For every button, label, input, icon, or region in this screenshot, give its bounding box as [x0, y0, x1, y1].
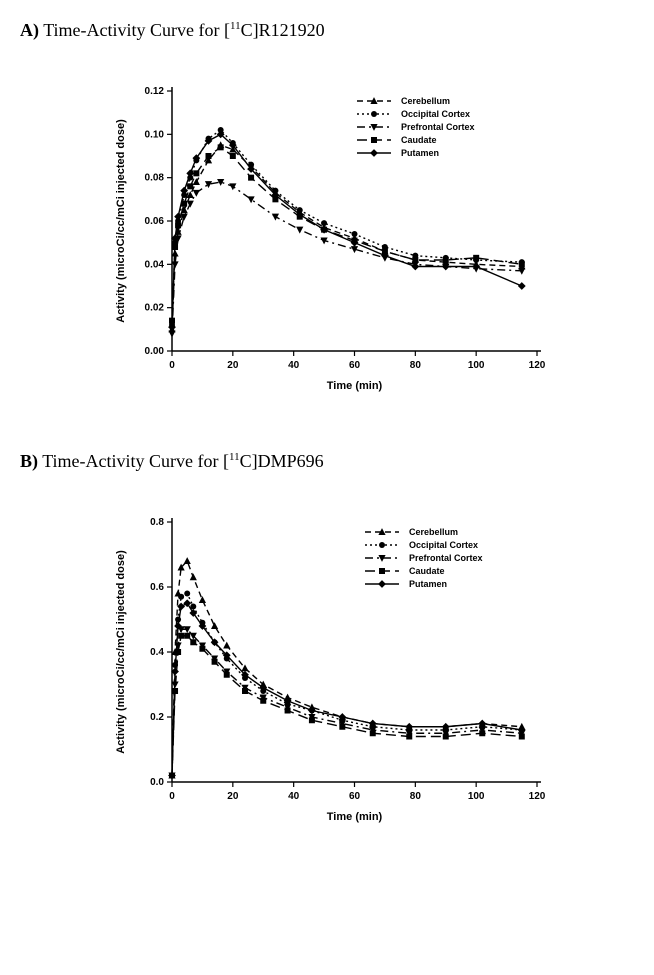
chart-b: 0.0 0.2 0.4 0.6 0.8 0 20 40 60 80 100 120 Time (min)…	[97, 502, 557, 832]
chart-b-wrap: 0.0 0.2 0.4 0.6 0.8 0 20 40 60 80 100 120 Time (min)…	[20, 502, 634, 832]
svg-text:Time (min): Time (min)	[327, 811, 383, 823]
svg-text:Occipital Cortex: Occipital Cortex	[409, 540, 478, 550]
svg-text:100: 100	[468, 791, 485, 802]
svg-text:Caudate: Caudate	[409, 566, 445, 576]
svg-text:80: 80	[410, 360, 422, 371]
panel-a-suffix: C]R121920	[241, 20, 325, 40]
svg-text:Time (min): Time (min)	[327, 380, 383, 392]
panel-b-suffix: C]DMP696	[240, 451, 324, 471]
svg-text:Cerebellum: Cerebellum	[401, 96, 450, 106]
panel-a-title: A) Time-Activity Curve for [11C]R121920	[20, 20, 634, 41]
svg-text:120: 120	[529, 791, 546, 802]
panel-a-sup: 11	[230, 20, 241, 32]
chart-a-wrap: 0.00 0.02 0.04 0.06 0.08 0.10 0.12 0 20 40 60 80 100…	[20, 71, 634, 401]
svg-text:Prefrontal Cortex: Prefrontal Cortex	[409, 553, 483, 563]
svg-text:0.4: 0.4	[150, 647, 164, 658]
svg-text:40: 40	[288, 360, 300, 371]
panel-b-label: B)	[20, 451, 38, 471]
svg-text:0.2: 0.2	[150, 712, 164, 723]
svg-text:0.00: 0.00	[145, 346, 165, 357]
svg-text:100: 100	[468, 360, 485, 371]
svg-text:Putamen: Putamen	[401, 148, 439, 158]
svg-text:0.10: 0.10	[145, 129, 165, 140]
svg-text:0.8: 0.8	[150, 517, 164, 528]
svg-text:0.0: 0.0	[150, 777, 164, 788]
svg-text:20: 20	[227, 791, 239, 802]
panel-b-prefix: Time-Activity Curve for [	[42, 451, 229, 471]
svg-text:0.06: 0.06	[145, 216, 165, 227]
svg-text:40: 40	[288, 791, 300, 802]
svg-text:Occipital Cortex: Occipital Cortex	[401, 109, 470, 119]
chart-a: 0.00 0.02 0.04 0.06 0.08 0.10 0.12 0 20 40 60 80 100…	[97, 71, 557, 401]
svg-text:0.02: 0.02	[145, 303, 165, 314]
panel-a-label: A)	[20, 20, 39, 40]
svg-text:0.08: 0.08	[145, 173, 165, 184]
svg-text:60: 60	[349, 791, 361, 802]
svg-text:Prefrontal Cortex: Prefrontal Cortex	[401, 122, 475, 132]
svg-text:0.12: 0.12	[145, 86, 165, 97]
svg-text:Putamen: Putamen	[409, 579, 447, 589]
svg-text:Caudate: Caudate	[401, 135, 437, 145]
svg-text:Activity (microCi/cc/mCi injec: Activity (microCi/cc/mCi injected dose)	[115, 550, 127, 754]
panel-a-prefix: Time-Activity Curve for [	[43, 20, 230, 40]
panel-b-title: B) Time-Activity Curve for [11C]DMP696	[20, 451, 634, 472]
svg-text:0.04: 0.04	[145, 259, 165, 270]
svg-text:60: 60	[349, 360, 361, 371]
svg-text:20: 20	[227, 360, 239, 371]
svg-text:0: 0	[169, 360, 175, 371]
panel-b-sup: 11	[229, 451, 240, 463]
svg-text:Cerebellum: Cerebellum	[409, 527, 458, 537]
svg-text:120: 120	[529, 360, 546, 371]
svg-text:80: 80	[410, 791, 422, 802]
svg-text:0.6: 0.6	[150, 582, 164, 593]
svg-text:0: 0	[169, 791, 175, 802]
svg-text:Activity (microCi/cc/mCi injec: Activity (microCi/cc/mCi injected dose)	[115, 119, 127, 323]
